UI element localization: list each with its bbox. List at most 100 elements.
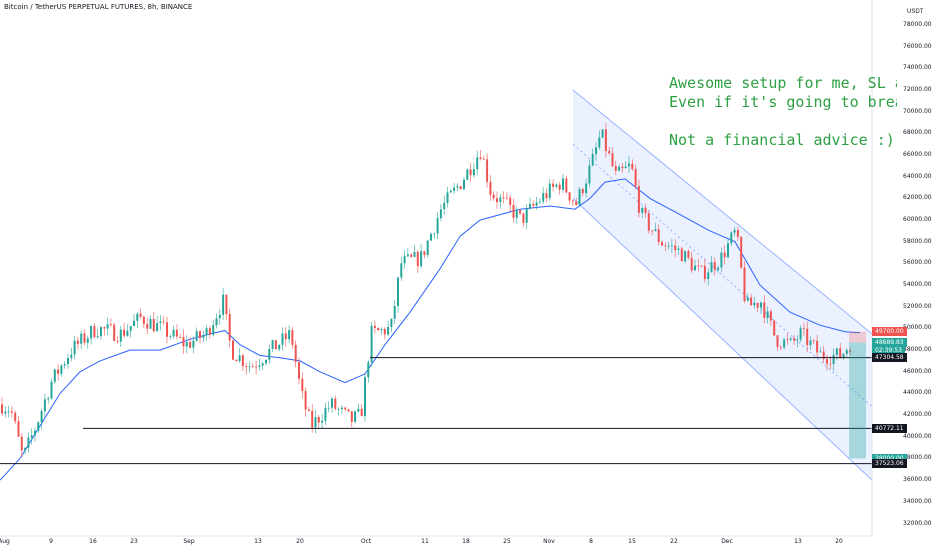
- candle-body: [710, 262, 713, 273]
- candle-body: [208, 328, 211, 335]
- time-tick-label: Aug: [0, 538, 10, 545]
- time-tick-label: 13: [794, 538, 802, 545]
- candle-body: [588, 165, 591, 184]
- time-tick-label: 22: [670, 538, 678, 545]
- candle-body: [139, 313, 142, 317]
- candle-body: [479, 157, 482, 159]
- candle-body: [657, 229, 660, 242]
- candle-body: [301, 378, 304, 391]
- candle-body: [601, 129, 604, 138]
- candle-body: [350, 411, 353, 422]
- candle-body: [241, 355, 244, 367]
- candle-body: [298, 362, 300, 379]
- candle-body: [205, 328, 208, 335]
- candle-body: [799, 328, 802, 340]
- candle-body: [552, 183, 555, 187]
- price-tick-label: 44000.00: [903, 389, 932, 397]
- candle-body: [697, 265, 700, 267]
- candle-body: [806, 328, 809, 346]
- candle-body: [680, 248, 683, 262]
- candle-body: [654, 229, 657, 231]
- candle-body: [251, 366, 254, 368]
- candle-body: [509, 197, 512, 205]
- candle-body: [783, 339, 786, 348]
- candle-body: [390, 318, 393, 327]
- candle-body: [535, 202, 538, 206]
- candle-body: [667, 245, 670, 247]
- candle-body: [53, 369, 56, 382]
- price-tick-label: 70000.00: [903, 107, 932, 115]
- candle-body: [763, 302, 766, 318]
- downtrend-channel: [572, 89, 873, 481]
- candle-body: [647, 213, 650, 231]
- channel-lower-line: [572, 198, 873, 481]
- candle-body: [822, 351, 825, 359]
- candle-body: [779, 346, 782, 348]
- candle-body: [486, 159, 489, 182]
- candle-body: [152, 319, 155, 332]
- candle-body: [10, 411, 13, 413]
- candle-body: [423, 251, 426, 255]
- candle-body: [545, 193, 548, 199]
- candle-body: [162, 321, 165, 323]
- candle-body: [443, 202, 446, 210]
- time-tick-label: 15: [628, 538, 636, 545]
- price-tick-label: 32000.00: [903, 519, 932, 527]
- candle-body: [766, 311, 769, 318]
- candle-body: [641, 208, 644, 213]
- time-tick-label: 11: [421, 538, 429, 545]
- candle-body: [400, 263, 403, 278]
- annotation-text: Awesome setup for me, SL and 1:11 RR Eve…: [669, 74, 897, 150]
- annotation-line: Even if it's going to break out, there's: [669, 93, 897, 111]
- candle-body: [760, 302, 762, 308]
- candle-body: [70, 354, 73, 358]
- candle-body: [327, 407, 330, 409]
- candle-body: [179, 336, 182, 338]
- candle-body: [634, 169, 637, 187]
- candle-body: [492, 194, 495, 199]
- candle-body: [631, 163, 634, 170]
- annotation-line: Awesome setup for me, SL and 1:11 RR: [669, 74, 897, 92]
- candle-body: [482, 158, 485, 160]
- candle-body: [446, 192, 449, 203]
- candle-body: [370, 325, 373, 363]
- candle-body: [360, 408, 363, 417]
- candle-body: [93, 326, 96, 338]
- candle-body: [90, 326, 93, 339]
- candle-body: [789, 338, 792, 340]
- candle-body: [169, 336, 172, 337]
- candle-body: [268, 348, 271, 360]
- candle-body: [172, 329, 175, 337]
- candle-body: [377, 328, 380, 331]
- take-profit-zone: [849, 342, 866, 459]
- time-tick-label: 18: [462, 538, 470, 545]
- time-tick-label: 23: [130, 538, 138, 545]
- candle-body: [568, 192, 571, 201]
- candle-body: [661, 242, 663, 246]
- channel-mid-line: [572, 143, 873, 407]
- candle-body: [321, 420, 324, 423]
- candle-body: [347, 409, 350, 412]
- candle-body: [73, 340, 76, 355]
- candle-body: [555, 184, 558, 187]
- candle-body: [740, 236, 743, 268]
- candle-body: [839, 348, 842, 358]
- candle-body: [156, 323, 159, 332]
- candle-body: [14, 412, 17, 422]
- candle-body: [255, 366, 258, 368]
- candle-body: [274, 340, 277, 350]
- candle-body: [126, 330, 129, 336]
- candle-body: [842, 353, 845, 358]
- candle-body: [466, 169, 469, 180]
- candle-body: [113, 324, 116, 341]
- time-tick-label: 25: [503, 538, 511, 545]
- price-tick-label: 40000.00: [903, 432, 932, 440]
- candle-body: [175, 329, 178, 337]
- candle-body: [489, 181, 492, 195]
- candle-body: [796, 339, 799, 341]
- candle-body: [459, 186, 462, 190]
- candle-body: [562, 178, 564, 190]
- candle-body: [505, 197, 508, 199]
- price-tick-label: 78000.00: [903, 21, 932, 28]
